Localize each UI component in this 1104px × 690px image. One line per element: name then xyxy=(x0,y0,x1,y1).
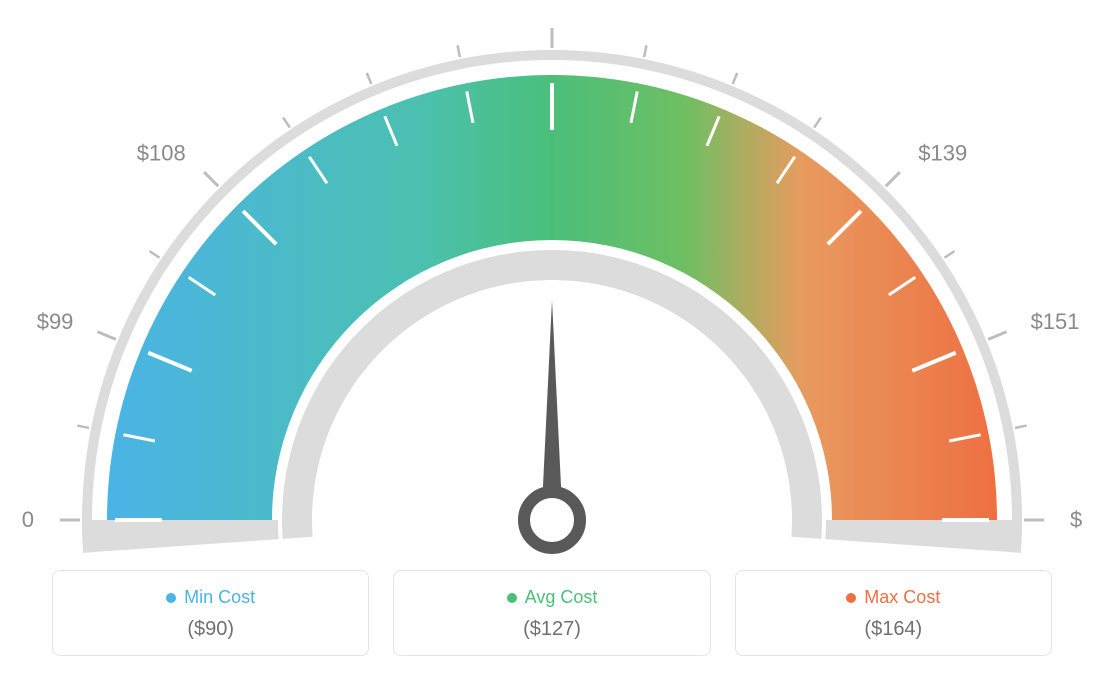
chart-container: $90$99$108$127$139$151$164 Min Cost ($90… xyxy=(0,0,1104,690)
legend-max-label: Max Cost xyxy=(864,587,940,608)
dot-icon xyxy=(507,593,517,603)
legend-avg-label: Avg Cost xyxy=(525,587,598,608)
legend-max-title: Max Cost xyxy=(846,587,940,608)
gauge-needle xyxy=(543,300,562,491)
legend-max-value: ($164) xyxy=(864,618,922,641)
dot-icon xyxy=(846,593,856,603)
gauge-tick-label: $99 xyxy=(37,309,74,334)
legend-max-card: Max Cost ($164) xyxy=(735,570,1052,656)
gauge-svg: $90$99$108$127$139$151$164 xyxy=(22,20,1082,560)
legend-min-card: Min Cost ($90) xyxy=(52,570,369,656)
legend-avg-card: Avg Cost ($127) xyxy=(393,570,710,656)
gauge-chart: $90$99$108$127$139$151$164 xyxy=(22,20,1082,560)
legend-min-title: Min Cost xyxy=(166,587,255,608)
gauge-tick-label: $108 xyxy=(137,141,186,166)
legend: Min Cost ($90) Avg Cost ($127) Max Cost … xyxy=(52,570,1052,656)
gauge-tick-label: $164 xyxy=(1070,507,1082,532)
legend-min-label: Min Cost xyxy=(184,587,255,608)
gauge-tick-label: $139 xyxy=(918,141,967,166)
legend-min-value: ($90) xyxy=(187,618,234,641)
gauge-tick-label: $151 xyxy=(1031,309,1080,334)
legend-avg-value: ($127) xyxy=(523,618,581,641)
dot-icon xyxy=(166,593,176,603)
gauge-tick-label: $90 xyxy=(22,507,34,532)
legend-avg-title: Avg Cost xyxy=(507,587,598,608)
